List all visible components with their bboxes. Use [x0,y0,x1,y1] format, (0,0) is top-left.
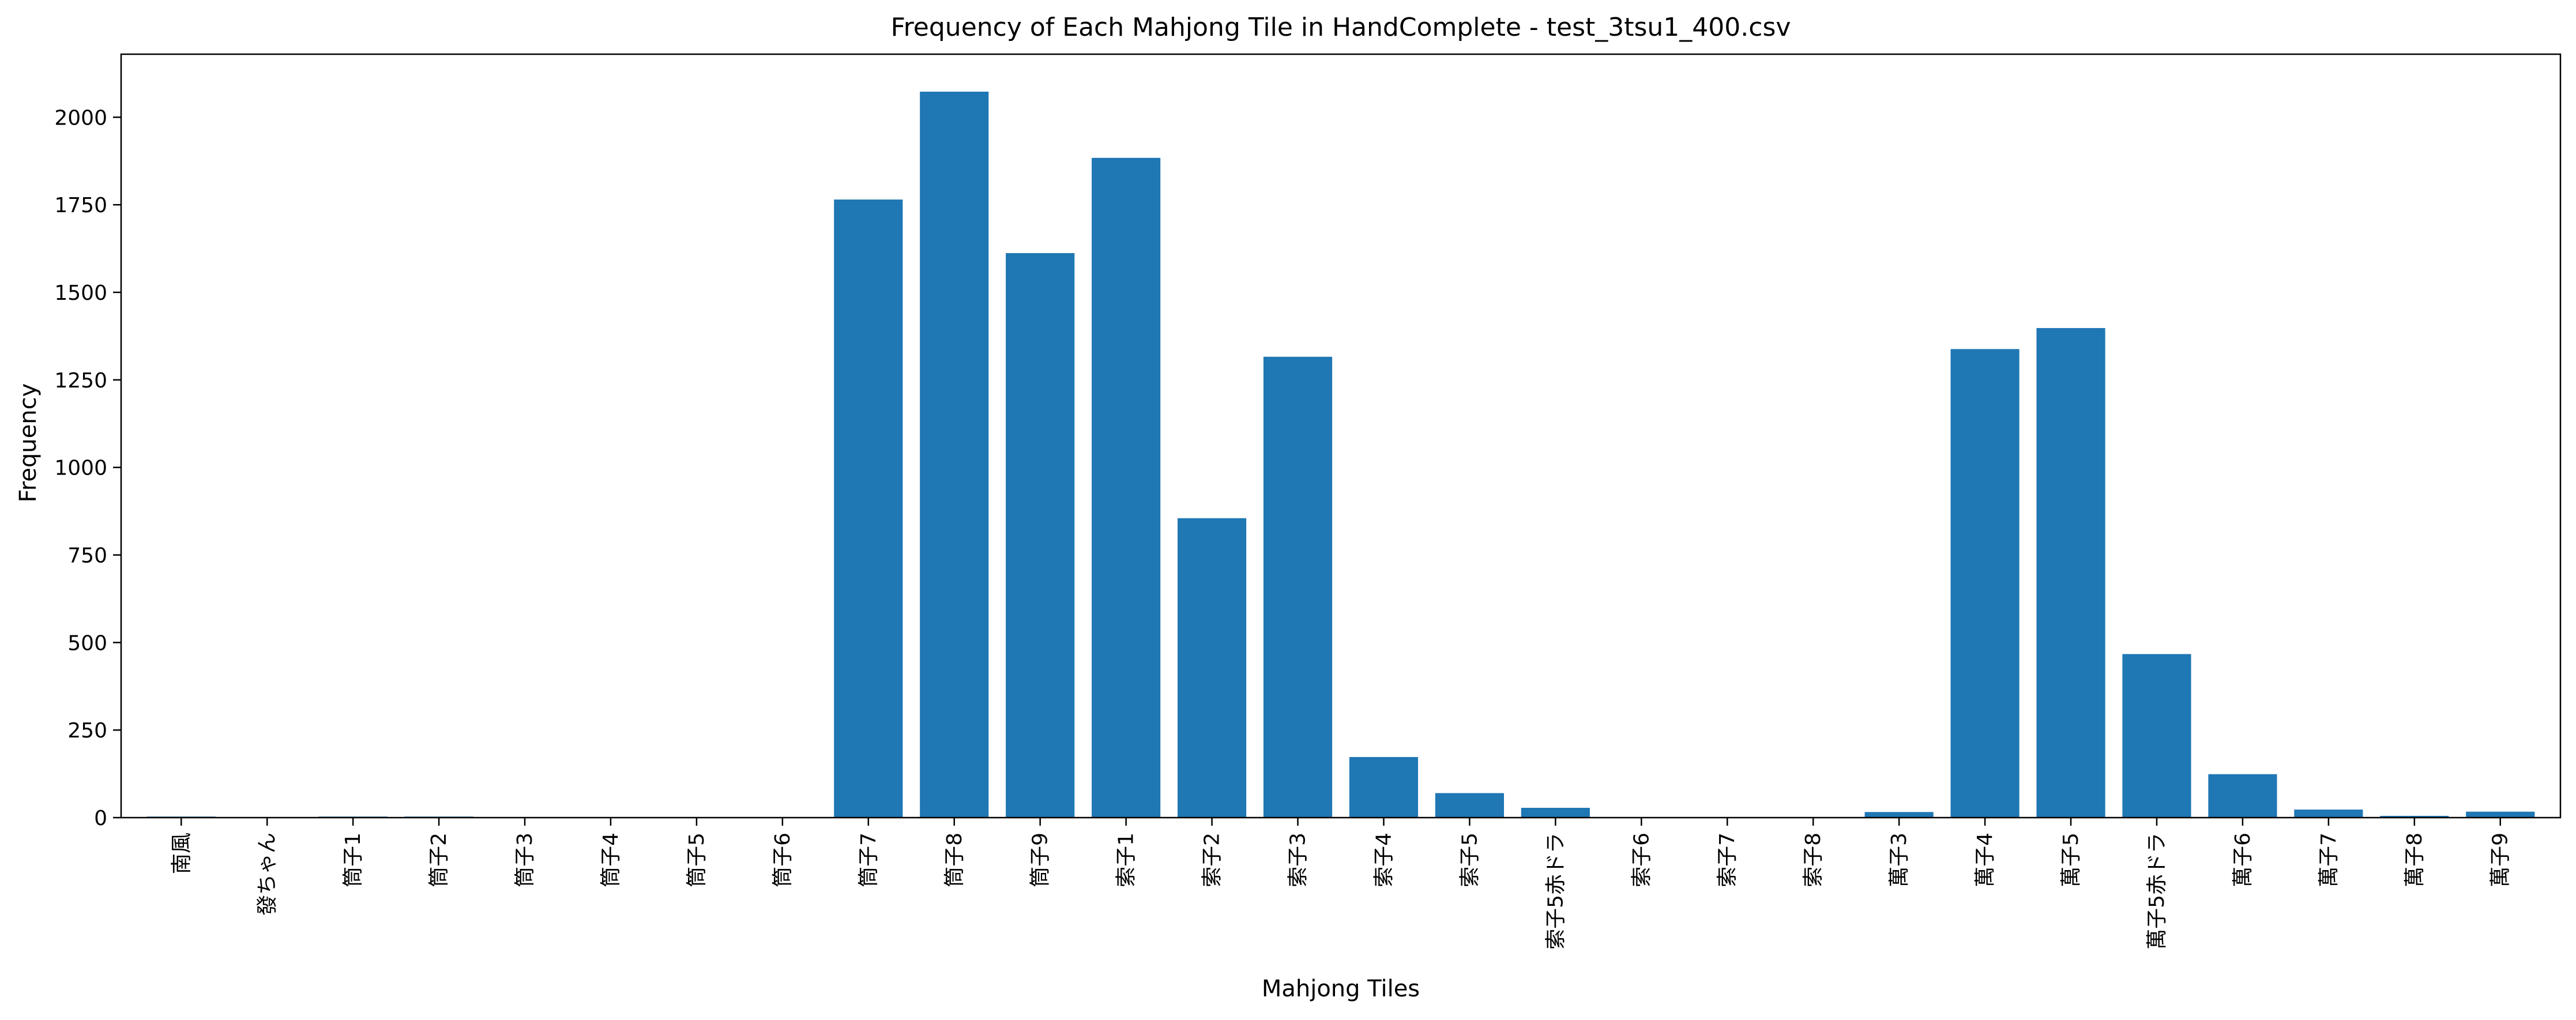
y-tick-label: 750 [67,544,107,567]
x-tick-label: 筒子6 [771,833,795,887]
bar [2294,810,2363,818]
bar [920,91,989,818]
y-tick-label: 2000 [54,106,107,130]
bar [1349,756,1419,818]
bar [1006,253,1075,818]
x-tick-label: 萬子5 [2059,833,2083,887]
bar [1092,157,1161,818]
bar [1950,349,2020,818]
x-ticks-group: 南風 發ちゃん 筒子1 筒子2 筒子3 筒子4 筒子5 筒子6 筒子7 筒子8 筒子9 索子1 索子2 索… [170,818,2513,950]
x-tick-label: 索子4 [1372,833,1396,887]
plot-frame [120,53,2562,819]
x-tick-label: 索子8 [1802,833,1825,887]
x-tick-label: 索子5 [1458,833,1481,887]
bar [1178,518,1247,818]
x-tick-label: 筒子4 [599,833,623,887]
bar [2380,815,2449,818]
chart-title: Frequency of Each Mahjong Tile in HandCo… [891,13,1791,42]
x-tick-label: 筒子3 [513,833,537,887]
y-tick-label: 1750 [54,194,107,217]
x-tick-label: 索子1 [1115,833,1138,887]
y-tick-label: 0 [94,807,107,830]
bar [2466,811,2535,818]
bar [834,200,903,818]
x-tick-label: 筒子7 [857,833,881,887]
bar [1521,807,1590,818]
y-tick-label: 250 [67,719,107,743]
x-tick-label: 萬子5赤ドラ [2145,833,2169,950]
x-tick-label: 索子7 [1716,833,1739,887]
x-tick-label: 萬子9 [2489,833,2513,887]
bar [1263,356,1333,818]
x-tick-label: 索子2 [1201,833,1224,887]
x-tick-label: 索子5赤ドラ [1544,833,1567,950]
x-tick-label: 萬子8 [2403,833,2427,887]
y-ticks-group: 0 250 500 750 1000 1250 1500 1750 2000 [54,106,121,830]
bar [2036,328,2105,818]
bar [1864,812,1934,818]
x-tick-label: 索子3 [1287,833,1310,887]
y-tick-label: 1500 [54,281,107,305]
y-tick-label: 500 [67,631,107,655]
x-tick-label: 萬子7 [2317,833,2341,887]
bar [2122,654,2191,818]
x-tick-label: 萬子6 [2231,833,2255,887]
x-tick-label: 索子6 [1630,833,1653,887]
y-tick-label: 1250 [54,369,107,393]
y-tick-label: 1000 [54,457,107,480]
x-tick-label: 筒子8 [943,833,967,887]
x-tick-label: 筒子1 [341,833,365,887]
x-axis-label: Mahjong Tiles [1262,976,1420,1002]
x-tick-label: 南風 [170,833,193,874]
y-axis-label: Frequency [15,383,42,503]
x-tick-label: 筒子5 [685,833,709,887]
bars-group [146,91,2535,818]
x-tick-label: 萬子4 [1973,833,1997,887]
x-tick-label: 筒子9 [1029,833,1052,887]
x-tick-label: 發ちゃん [255,833,279,916]
bar [2208,774,2277,818]
x-tick-label: 筒子2 [427,833,451,887]
x-tick-label: 萬子3 [1887,833,1911,887]
bar [1435,793,1504,818]
